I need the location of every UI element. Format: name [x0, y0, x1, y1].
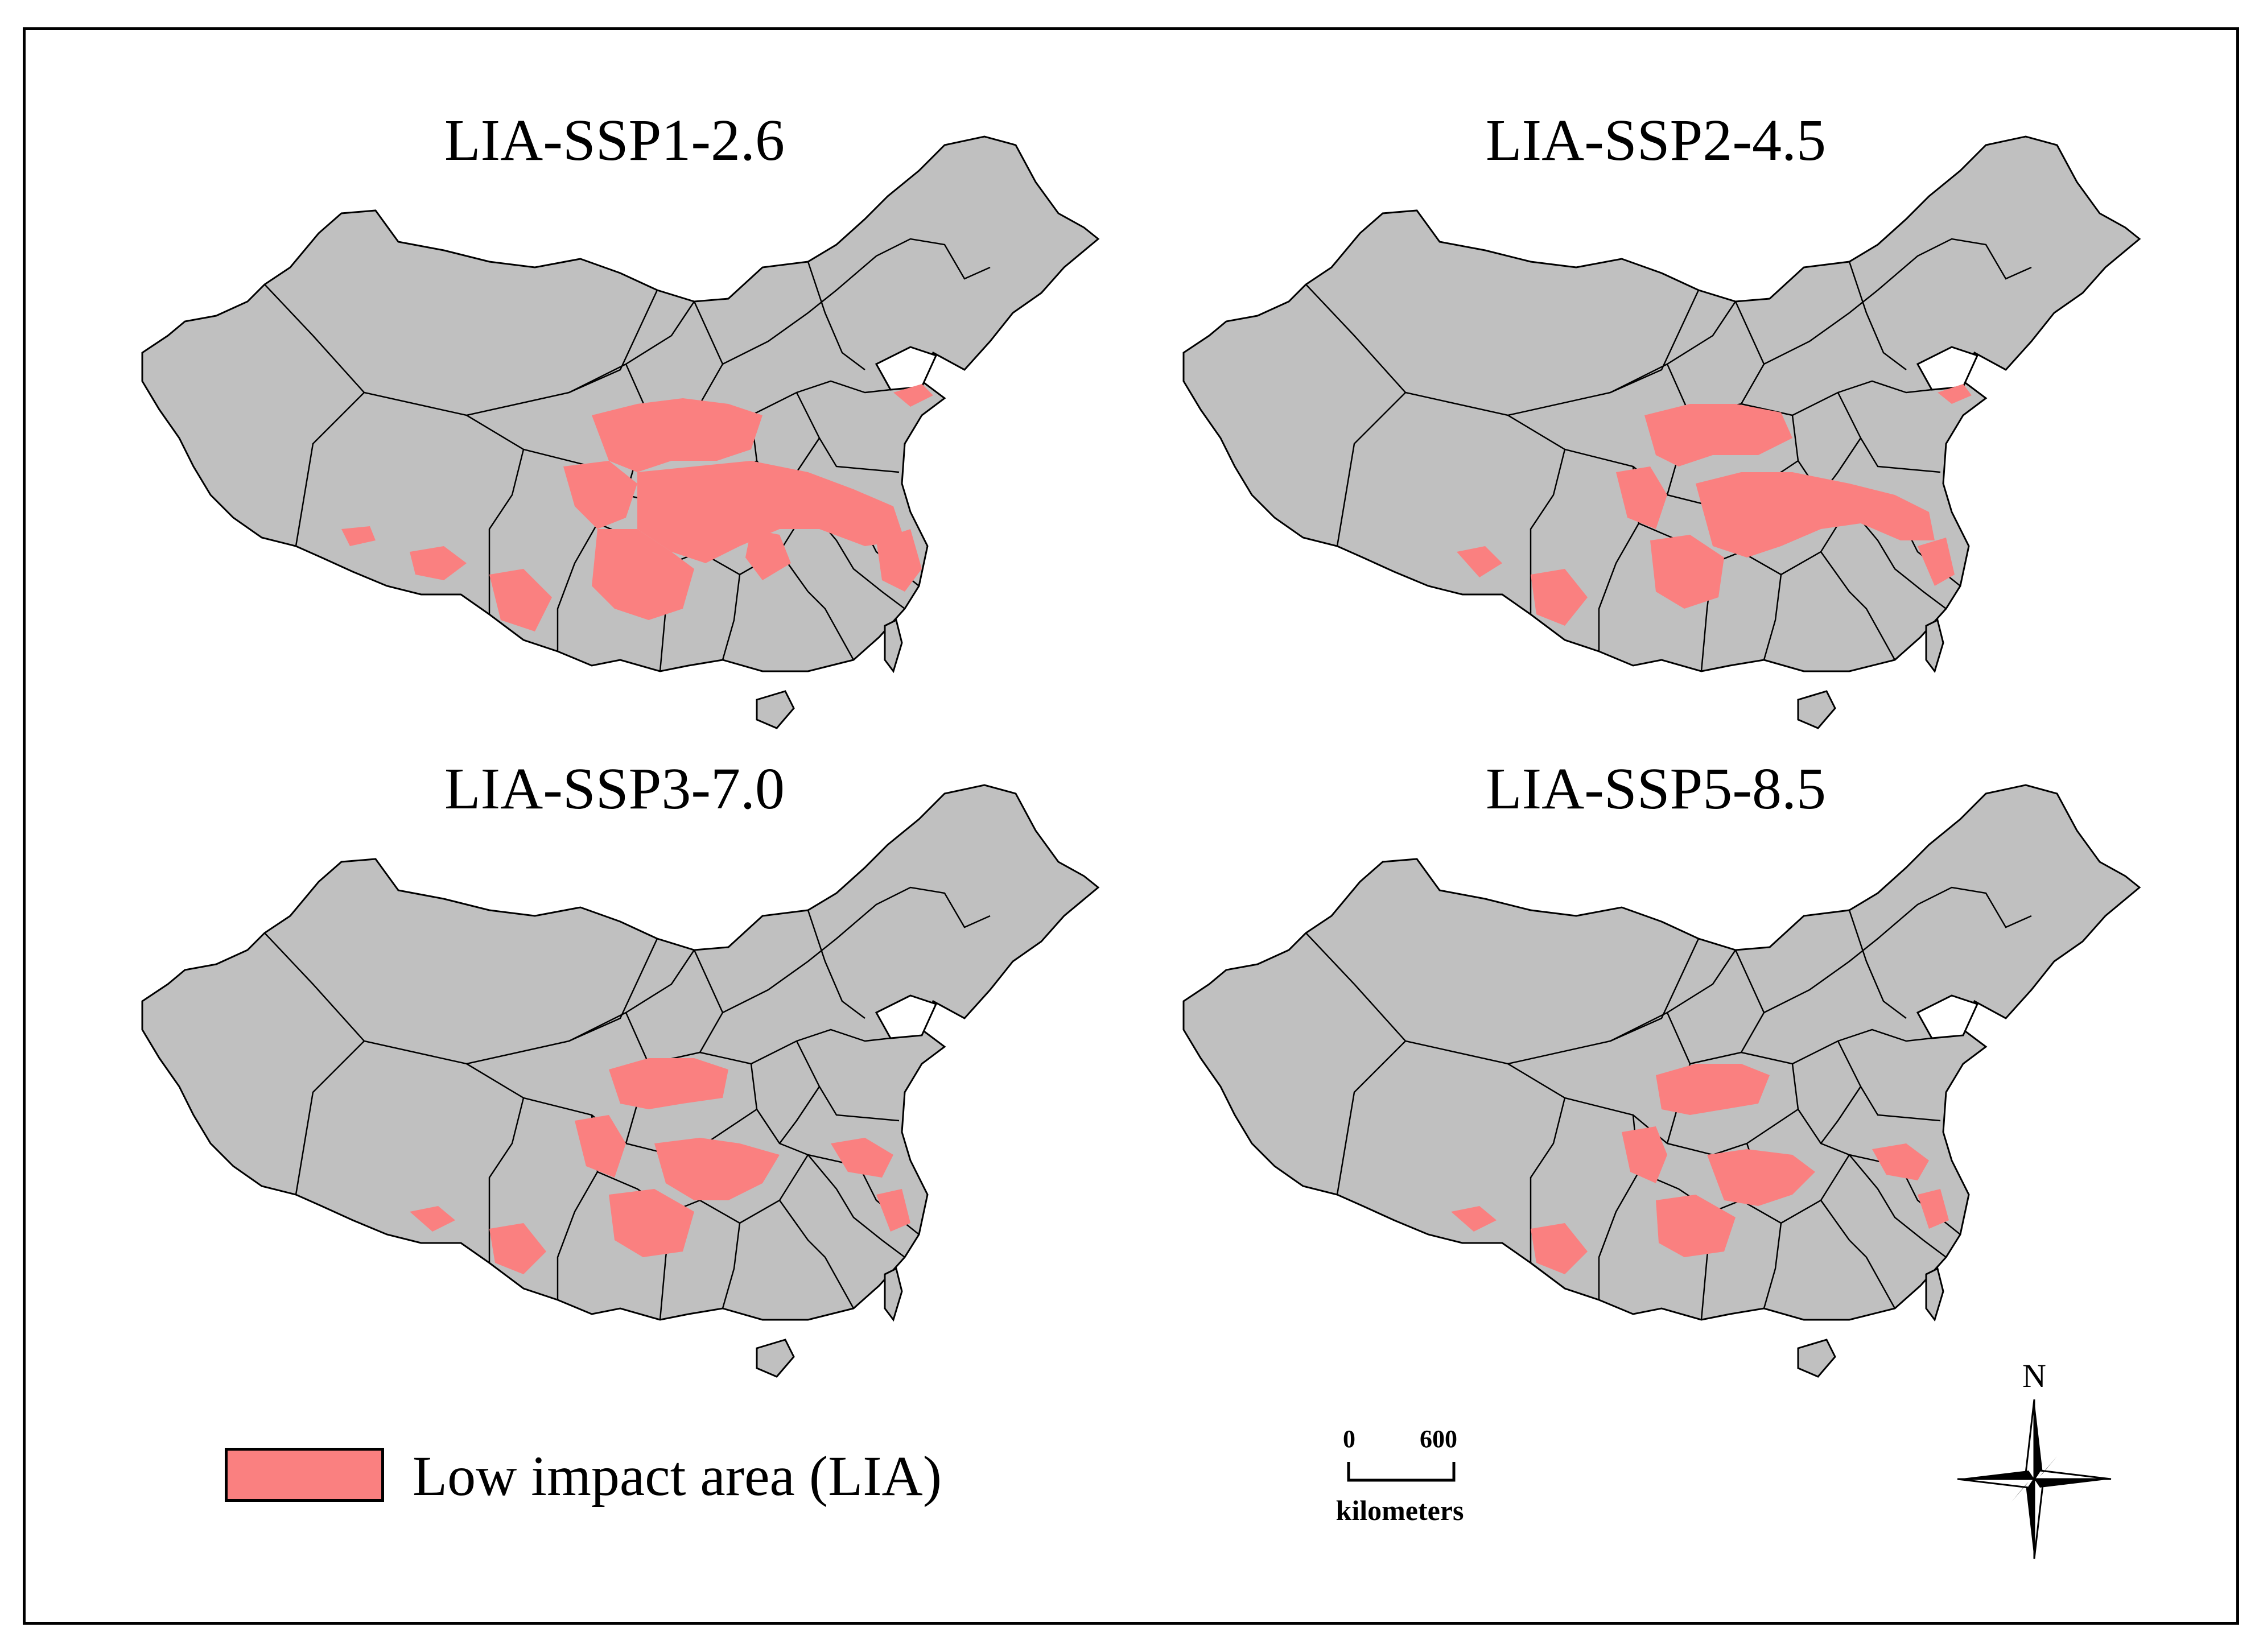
map-panel-ssp2-4-5: LIA-SSP2-4.5: [1166, 97, 2145, 740]
scale-bar-line: [1347, 1462, 1456, 1482]
north-arrow: N: [1952, 1360, 2117, 1564]
lia-regions-ssp1: [341, 384, 933, 631]
map-panel-ssp5-8-5: LIA-SSP5-8.5: [1166, 745, 2145, 1388]
panel-title: LIA-SSP3-7.0: [444, 756, 785, 821]
scale-end-label: 600: [1420, 1425, 1457, 1453]
figure-frame: [23, 27, 2239, 1625]
scale-unit-label: kilometers: [1335, 1494, 1464, 1526]
lia-regions-ssp5: [1451, 1064, 1949, 1274]
china-map-ssp5: [1166, 745, 2145, 1388]
lia-regions-ssp3: [410, 1058, 910, 1274]
legend-swatch-lia: [225, 1448, 384, 1502]
compass-rose-icon: [1957, 1399, 2112, 1559]
scale-bar: 0 600 kilometers: [1309, 1416, 1525, 1530]
lia-regions-ssp2: [1457, 384, 1972, 626]
scale-start-label: 0: [1343, 1425, 1355, 1453]
panel-title: LIA-SSP1-2.6: [444, 108, 785, 173]
panel-title: LIA-SSP2-4.5: [1485, 108, 1827, 173]
china-map-ssp3: [125, 745, 1104, 1388]
map-panel-ssp1-2-6: LIA-SSP1-2.6: [125, 97, 1104, 740]
china-map-ssp1: [125, 97, 1104, 740]
panel-title: LIA-SSP5-8.5: [1485, 756, 1827, 821]
map-panel-ssp3-7-0: LIA-SSP3-7.0: [125, 745, 1104, 1388]
legend-label: Low impact area (LIA): [413, 1444, 942, 1508]
north-letter: N: [2022, 1357, 2046, 1394]
legend: Low impact area (LIA): [225, 1448, 1050, 1510]
china-map-ssp2: [1166, 97, 2145, 740]
